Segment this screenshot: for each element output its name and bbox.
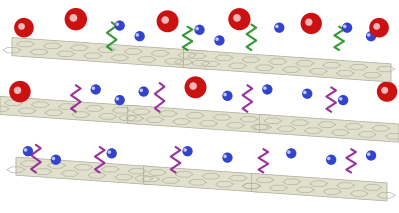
Point — [384, 90, 390, 93]
Point — [340, 98, 346, 102]
Point — [216, 39, 223, 42]
Point — [53, 158, 59, 161]
Point — [262, 86, 268, 90]
Point — [368, 154, 374, 157]
Point — [381, 89, 388, 92]
Point — [192, 86, 199, 89]
Polygon shape — [128, 105, 271, 133]
Point — [365, 33, 372, 37]
Point — [184, 150, 191, 153]
Point — [22, 148, 29, 152]
Point — [17, 90, 23, 93]
Point — [117, 24, 123, 27]
Point — [70, 16, 77, 20]
Point — [274, 25, 280, 28]
Polygon shape — [251, 173, 387, 201]
Point — [288, 152, 294, 155]
Point — [344, 26, 350, 29]
Point — [222, 93, 228, 96]
Point — [18, 25, 25, 28]
Point — [264, 88, 271, 91]
Point — [234, 16, 240, 20]
Point — [328, 158, 334, 161]
Point — [306, 20, 312, 24]
Point — [136, 35, 143, 38]
Point — [368, 35, 374, 38]
Point — [164, 20, 171, 23]
Polygon shape — [259, 114, 399, 142]
Point — [109, 152, 115, 155]
Point — [73, 17, 79, 21]
Point — [342, 25, 348, 28]
Point — [138, 89, 144, 92]
Point — [196, 28, 203, 32]
Point — [117, 98, 123, 102]
Point — [14, 89, 21, 92]
Point — [276, 26, 282, 29]
Point — [106, 150, 113, 154]
Point — [224, 94, 231, 98]
Point — [376, 26, 382, 29]
Point — [236, 17, 243, 21]
Point — [114, 97, 120, 101]
Point — [338, 97, 344, 101]
Point — [25, 150, 31, 153]
Point — [224, 156, 231, 159]
Point — [194, 27, 200, 30]
Point — [140, 90, 147, 93]
Point — [214, 37, 220, 41]
Polygon shape — [0, 96, 140, 124]
Point — [134, 33, 140, 37]
Point — [302, 91, 308, 94]
Point — [90, 86, 97, 90]
Point — [21, 26, 27, 29]
Point — [286, 150, 292, 154]
Point — [114, 23, 120, 26]
Point — [304, 92, 310, 95]
Point — [326, 157, 332, 160]
Point — [373, 25, 380, 28]
Point — [93, 88, 99, 91]
Polygon shape — [16, 157, 152, 185]
Polygon shape — [12, 37, 207, 69]
Point — [50, 157, 57, 160]
Point — [162, 18, 168, 22]
Point — [222, 155, 228, 158]
Point — [190, 84, 196, 88]
Polygon shape — [144, 166, 259, 192]
Point — [365, 153, 372, 156]
Polygon shape — [184, 49, 391, 82]
Point — [308, 22, 314, 25]
Point — [182, 148, 188, 152]
